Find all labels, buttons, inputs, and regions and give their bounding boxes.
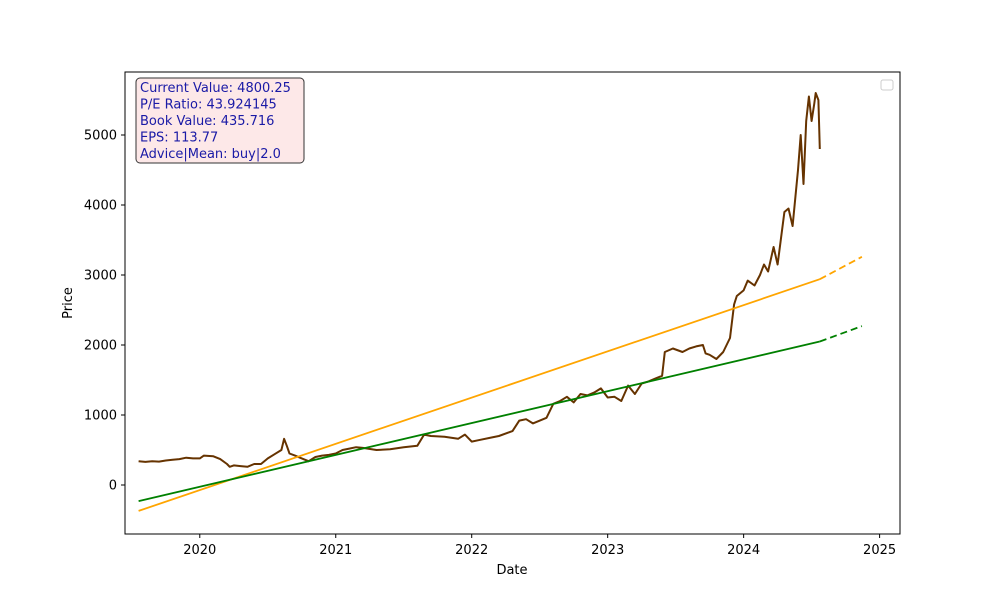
info-book-value: Book Value: 435.716 — [140, 114, 274, 129]
y-axis-label: Price — [61, 287, 76, 319]
x-tick-label: 2025 — [863, 543, 896, 558]
x-axis-label: Date — [496, 563, 527, 578]
x-tick-label: 2021 — [319, 543, 352, 558]
y-tick-label: 5000 — [84, 129, 117, 144]
y-tick-label: 2000 — [84, 339, 117, 354]
series-line-trend-orange — [138, 278, 821, 512]
y-tick-label: 3000 — [84, 269, 117, 284]
series-line-trend-forecast-green — [819, 325, 863, 343]
y-axis: 0 1000 2000 3000 4000 5000 — [84, 129, 125, 494]
x-tick-label: 2023 — [591, 543, 624, 558]
series-line-trend-green — [138, 340, 821, 502]
info-pe-ratio: P/E Ratio: 43.924145 — [140, 98, 277, 113]
x-tick-label: 2024 — [727, 543, 760, 558]
x-tick-label: 2020 — [183, 543, 216, 558]
info-advice-mean: Advice|Mean: buy|2.0 — [140, 147, 281, 162]
series-line-price — [138, 92, 821, 468]
info-eps: EPS: 113.77 — [140, 131, 218, 146]
y-tick-label: 4000 — [84, 199, 117, 214]
series-line-trend-forecast-orange — [819, 256, 863, 280]
info-box: Current Value: 4800.25 P/E Ratio: 43.924… — [135, 77, 305, 164]
x-axis: 2020 2021 2022 2023 2024 2025 — [183, 534, 896, 558]
plot-frame — [124, 71, 901, 535]
legend-box — [880, 79, 894, 91]
x-tick-label: 2022 — [455, 543, 488, 558]
info-current-value: Current Value: 4800.25 — [140, 81, 291, 96]
y-tick-label: 0 — [109, 479, 117, 494]
info-box-background — [135, 77, 305, 164]
y-tick-label: 1000 — [84, 409, 117, 424]
